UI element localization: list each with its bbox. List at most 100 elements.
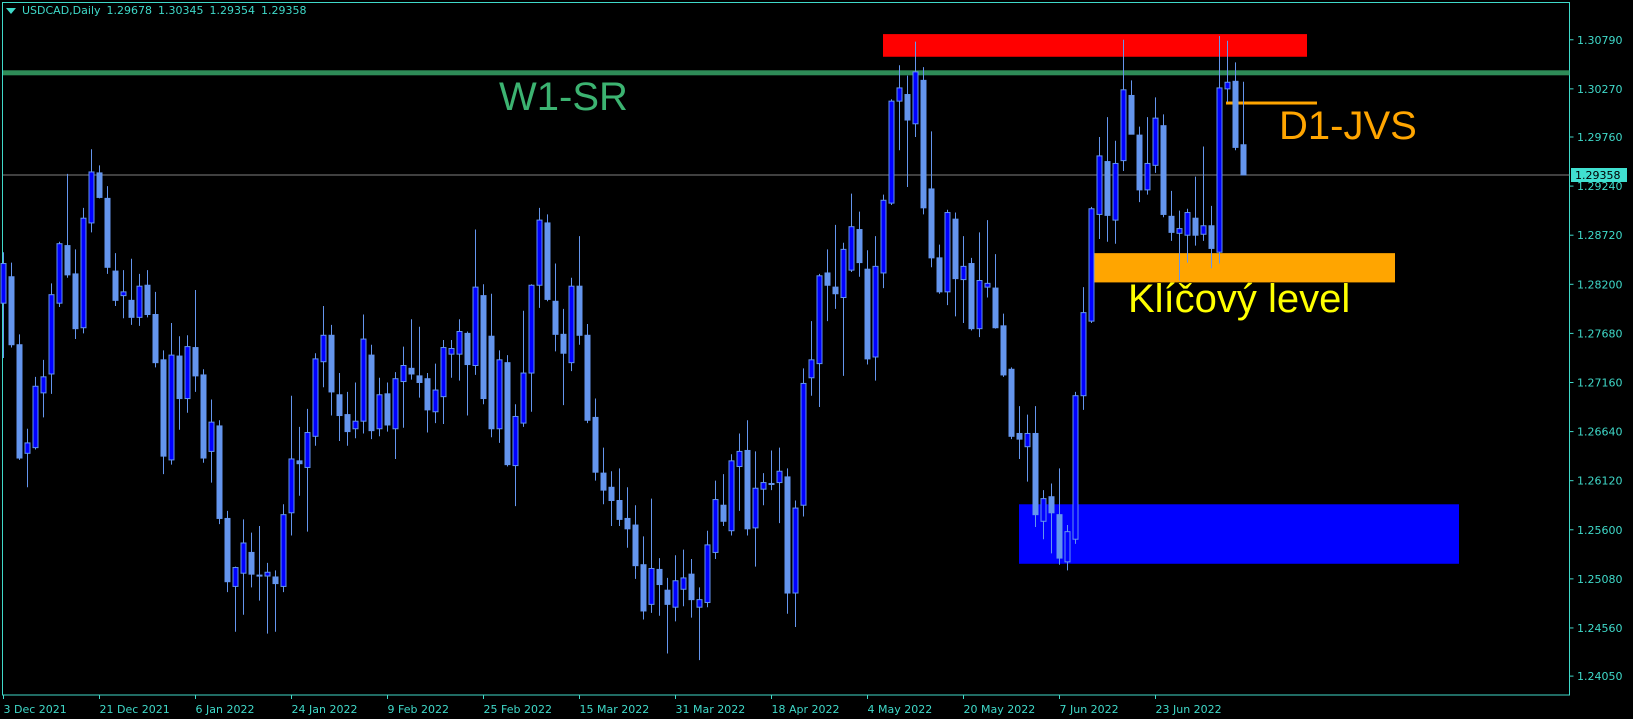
y-tick-label: 1.26640 (1577, 426, 1623, 439)
candle (1040, 490, 1047, 540)
candle (104, 186, 111, 274)
candle-body-bull (232, 567, 239, 587)
candle-body-bull (352, 420, 359, 430)
d1-jvs-line[interactable] (1226, 101, 1317, 105)
candle-body-bear (552, 300, 559, 335)
candle-body-bull (456, 331, 463, 355)
candle (816, 273, 823, 408)
candle (1008, 367, 1015, 440)
candle (232, 566, 239, 632)
candle (1120, 39, 1127, 172)
candle-body-bull (376, 394, 383, 430)
candle-body-bear (488, 335, 495, 430)
x-tick-label: 31 Mar 2022 (676, 703, 746, 716)
candle-body-bull (472, 286, 479, 366)
candle (1168, 190, 1175, 241)
candle-body-bear (1232, 80, 1239, 148)
candle-body-bull (1120, 89, 1127, 162)
candle-body-bear (1104, 161, 1111, 216)
candle (360, 314, 367, 434)
candle (1224, 40, 1231, 103)
candle (824, 249, 831, 322)
candle (256, 525, 263, 601)
x-tick-label: 15 Mar 2022 (580, 703, 650, 716)
candle-body-bear (1032, 432, 1039, 516)
candle (160, 350, 167, 475)
x-tick-label: 7 Jun 2022 (1060, 703, 1119, 716)
candle (56, 241, 63, 307)
candle-body-bull (760, 482, 767, 490)
candle-body-bull (448, 348, 455, 355)
candle (352, 382, 359, 439)
candle (72, 249, 79, 340)
candle (904, 75, 911, 188)
candle-body-bull (1040, 498, 1047, 522)
candle-body-bear (480, 295, 487, 400)
candle-body-bull (1176, 228, 1183, 234)
candle-body-bear (272, 576, 279, 585)
support-zone (1019, 504, 1459, 564)
candle (952, 212, 959, 317)
candle-body-bull (136, 285, 143, 318)
candle (984, 220, 991, 298)
candle-body-bear (296, 460, 303, 465)
candle-body-bull (88, 171, 95, 224)
candle-body-bull (752, 487, 759, 529)
candle (1072, 391, 1079, 544)
candle (8, 262, 15, 348)
candle-body-bear (640, 564, 647, 612)
candle-body-bull (400, 364, 407, 383)
w1-sr-line[interactable] (3, 70, 1570, 76)
candle-body-bull (872, 265, 879, 358)
dropdown-triangle-icon[interactable] (6, 7, 16, 14)
candle (832, 224, 839, 309)
candle-body-bull (528, 284, 535, 374)
candle (992, 254, 999, 329)
y-tick-label: 1.28720 (1577, 229, 1623, 242)
candle-body-bull (496, 359, 503, 430)
candle (24, 428, 31, 488)
candle-body-bear (1208, 225, 1215, 249)
candle-body-bull (168, 354, 175, 461)
candle-body-bull (1072, 395, 1079, 540)
candle (1032, 406, 1039, 527)
candle-body-bear (192, 347, 199, 377)
candle (512, 404, 519, 507)
candle-body-bull (360, 338, 367, 422)
candle (1160, 114, 1167, 218)
candle-body-bear (464, 332, 471, 366)
candle (760, 473, 767, 506)
candle-body-bull (1200, 225, 1207, 235)
candle (968, 257, 975, 331)
candle (1232, 62, 1239, 151)
candle-body-bear (1016, 432, 1023, 440)
candle (224, 510, 231, 593)
candle-body-bear (544, 222, 551, 300)
candle (600, 447, 607, 505)
candle-body-bull (696, 599, 703, 608)
candle (624, 487, 631, 548)
candle-body-bull (912, 71, 919, 125)
candle-body-bull (1224, 81, 1231, 90)
candle (1136, 126, 1143, 203)
current-price-label: 1.29358 (1575, 169, 1621, 182)
candle-body-bull (1152, 117, 1159, 166)
x-tick-label: 4 May 2022 (868, 703, 933, 716)
candle-body-bull (960, 265, 967, 281)
candle-body-bear (368, 354, 375, 432)
candle-body-bear (344, 414, 351, 433)
candle-body-bull (888, 100, 895, 204)
candle (896, 65, 903, 151)
x-tick-label: 9 Feb 2022 (388, 703, 449, 716)
candle-body-bull (264, 571, 271, 577)
candle (928, 131, 935, 268)
candle (608, 471, 615, 526)
candle (416, 326, 423, 398)
candle (280, 504, 287, 593)
candle (872, 236, 879, 381)
candle (48, 283, 55, 394)
candle (744, 420, 751, 536)
candle (576, 236, 583, 345)
candle (0, 252, 7, 358)
